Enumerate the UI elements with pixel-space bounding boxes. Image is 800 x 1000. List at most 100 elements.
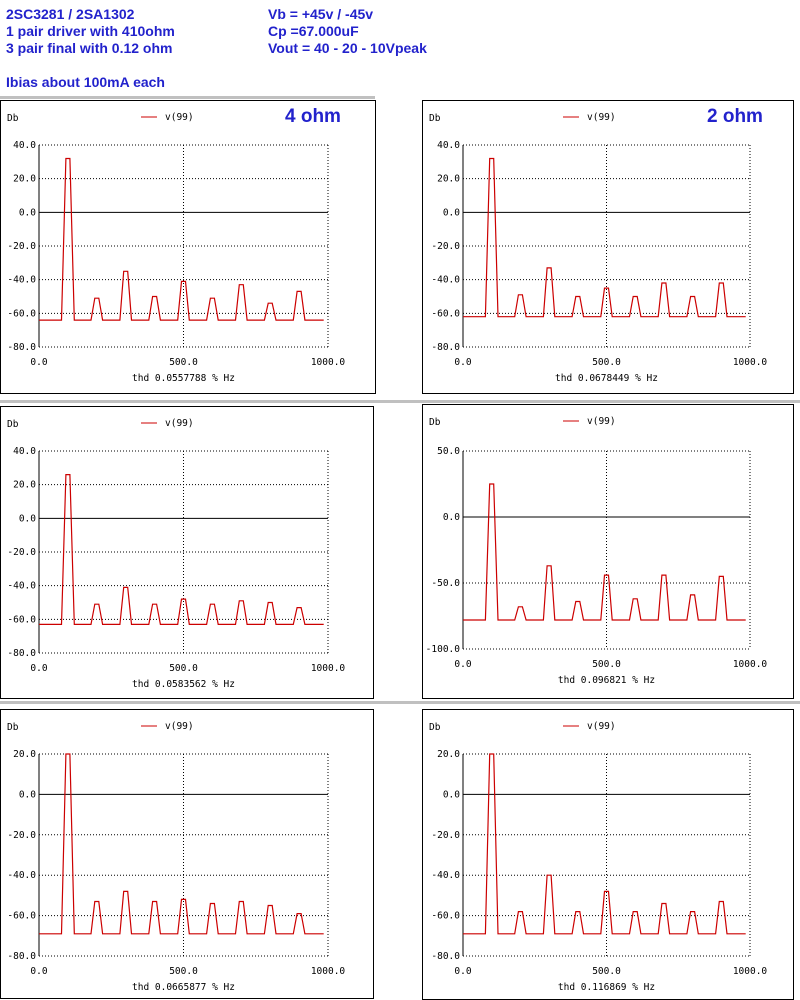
y-tick-label: -60.0 bbox=[7, 614, 36, 625]
y-tick-label: -20.0 bbox=[7, 547, 36, 558]
x-axis-label: thd 0.0678449 % Hz bbox=[555, 373, 658, 384]
x-axis-label: thd 0.116869 % Hz bbox=[558, 982, 655, 993]
chart-svg: Db v(99) 40.0 20.0 0.0 -20.0 -40.0 -60.0 -80.0 0.… bbox=[429, 112, 768, 384]
spectrum-trace bbox=[463, 157, 746, 318]
y-tick-label: 40.0 bbox=[13, 140, 36, 151]
y-tick-label: -40.0 bbox=[7, 870, 36, 881]
chart-panel-4ohm-20v: Db v(99) 40.0 20.0 0.0 -20.0 -40.0 -60.0 -80.0 0.… bbox=[0, 406, 374, 699]
x-tick-label: 1000.0 bbox=[733, 357, 768, 368]
x-tick-label: 1000.0 bbox=[733, 659, 768, 670]
chart-svg: Db v(99) 20.0 0.0 -20.0 -40.0 -60.0 -80.0 0.0 500… bbox=[7, 721, 346, 993]
y-tick-label: 20.0 bbox=[13, 480, 36, 491]
x-tick-label: 500.0 bbox=[592, 966, 621, 977]
y-axis-label: Db bbox=[429, 417, 441, 428]
y-tick-label: -40.0 bbox=[7, 275, 36, 286]
spectrum-trace bbox=[39, 753, 324, 935]
y-tick-label: -60.0 bbox=[7, 308, 36, 319]
divider bbox=[0, 96, 375, 99]
y-axis-label: Db bbox=[429, 113, 441, 124]
spectrum-trace bbox=[463, 483, 746, 621]
legend-label: v(99) bbox=[165, 418, 194, 429]
y-tick-label: -20.0 bbox=[431, 830, 460, 841]
x-tick-label: 500.0 bbox=[592, 659, 621, 670]
y-tick-label: 0.0 bbox=[19, 789, 36, 800]
x-tick-label: 500.0 bbox=[592, 357, 621, 368]
y-tick-label: 0.0 bbox=[19, 207, 36, 218]
y-tick-label: 40.0 bbox=[437, 140, 460, 151]
y-tick-label: -80.0 bbox=[431, 342, 460, 353]
chart-panel-4ohm-10v: Db v(99) 20.0 0.0 -20.0 -40.0 -60.0 -80.0 0.0 500… bbox=[0, 709, 374, 999]
y-tick-label: -40.0 bbox=[431, 870, 460, 881]
spectrum-trace bbox=[39, 473, 324, 625]
y-tick-label: -20.0 bbox=[7, 241, 36, 252]
header-line: Vout = 40 - 20 - 10Vpeak bbox=[268, 40, 427, 56]
header-line: Vb = +45v / -45v bbox=[268, 6, 374, 22]
spectrum-trace bbox=[39, 157, 324, 321]
chart-title: 4 ohm bbox=[285, 106, 341, 127]
legend-label: v(99) bbox=[587, 721, 616, 732]
y-tick-label: 20.0 bbox=[437, 174, 460, 185]
x-tick-label: 0.0 bbox=[30, 357, 47, 368]
chart-title: 2 ohm bbox=[707, 106, 763, 127]
x-tick-label: 1000.0 bbox=[311, 966, 346, 977]
y-tick-label: -60.0 bbox=[431, 911, 460, 922]
x-tick-label: 0.0 bbox=[454, 966, 471, 977]
y-tick-label: 0.0 bbox=[443, 512, 460, 523]
y-tick-label: -50.0 bbox=[431, 578, 460, 589]
y-tick-label: -20.0 bbox=[7, 830, 36, 841]
y-tick-label: 20.0 bbox=[437, 749, 460, 760]
y-axis-label: Db bbox=[7, 113, 19, 124]
x-tick-label: 1000.0 bbox=[311, 663, 346, 674]
y-tick-label: -80.0 bbox=[431, 951, 460, 962]
chart-svg: Db v(99) 40.0 20.0 0.0 -20.0 -40.0 -60.0 -80.0 0.… bbox=[7, 112, 346, 384]
x-tick-label: 0.0 bbox=[454, 659, 471, 670]
y-tick-label: 0.0 bbox=[443, 207, 460, 218]
y-tick-label: -40.0 bbox=[431, 275, 460, 286]
x-tick-label: 500.0 bbox=[169, 357, 198, 368]
y-axis-label: Db bbox=[7, 722, 19, 733]
x-axis-label: thd 0.0665877 % Hz bbox=[132, 982, 235, 993]
chart-panel-2ohm-10v: Db v(99) 20.0 0.0 -20.0 -40.0 -60.0 -80.0 0.0 500… bbox=[422, 709, 794, 1000]
legend-label: v(99) bbox=[165, 721, 194, 732]
y-tick-label: -80.0 bbox=[7, 951, 36, 962]
legend-label: v(99) bbox=[165, 112, 194, 123]
y-tick-label: -40.0 bbox=[7, 581, 36, 592]
x-tick-label: 0.0 bbox=[30, 663, 47, 674]
legend-label: v(99) bbox=[587, 112, 616, 123]
x-axis-label: thd 0.0583562 % Hz bbox=[132, 679, 235, 690]
y-axis-label: Db bbox=[429, 722, 441, 733]
header-line: Cp =67.000uF bbox=[268, 23, 359, 39]
y-tick-label: 20.0 bbox=[13, 749, 36, 760]
y-tick-label: -80.0 bbox=[7, 342, 36, 353]
y-tick-label: -80.0 bbox=[7, 648, 36, 659]
y-tick-label: 40.0 bbox=[13, 446, 36, 457]
y-tick-label: 0.0 bbox=[443, 789, 460, 800]
header-line: 3 pair final with 0.12 ohm bbox=[6, 40, 173, 56]
spectrum-trace bbox=[463, 753, 746, 935]
y-tick-label: 20.0 bbox=[13, 174, 36, 185]
x-tick-label: 0.0 bbox=[454, 357, 471, 368]
header-line: 2SC3281 / 2SA1302 bbox=[6, 6, 135, 22]
chart-svg: Db v(99) 40.0 20.0 0.0 -20.0 -40.0 -60.0 -80.0 0.… bbox=[7, 418, 346, 690]
divider bbox=[0, 701, 800, 704]
y-tick-label: -60.0 bbox=[7, 911, 36, 922]
x-axis-label: thd 0.0557788 % Hz bbox=[132, 373, 235, 384]
x-tick-label: 500.0 bbox=[169, 663, 198, 674]
header-line: 1 pair driver with 410ohm bbox=[6, 23, 175, 39]
y-axis-label: Db bbox=[7, 419, 19, 430]
divider bbox=[0, 400, 800, 403]
chart-panel-4ohm-40v: Db v(99) 40.0 20.0 0.0 -20.0 -40.0 -60.0 -80.0 0.… bbox=[0, 100, 376, 394]
x-axis-label: thd 0.096821 % Hz bbox=[558, 675, 655, 686]
x-tick-label: 500.0 bbox=[169, 966, 198, 977]
y-tick-label: -60.0 bbox=[431, 308, 460, 319]
chart-panel-2ohm-40v: Db v(99) 40.0 20.0 0.0 -20.0 -40.0 -60.0 -80.0 0.… bbox=[422, 100, 794, 394]
header-note: Ibias about 100mA each bbox=[6, 74, 165, 90]
y-tick-label: -20.0 bbox=[431, 241, 460, 252]
legend-label: v(99) bbox=[587, 416, 616, 427]
chart-panel-2ohm-20v: Db v(99) 50.0 0.0 -50.0 -100.0 0.0 500.0 1000.0 t… bbox=[422, 404, 794, 699]
y-tick-label: 0.0 bbox=[19, 513, 36, 524]
chart-svg: Db v(99) 50.0 0.0 -50.0 -100.0 0.0 500.0 1000.0 t… bbox=[426, 416, 768, 686]
x-tick-label: 1000.0 bbox=[311, 357, 346, 368]
chart-svg: Db v(99) 20.0 0.0 -20.0 -40.0 -60.0 -80.0 0.0 500… bbox=[429, 721, 767, 993]
x-tick-label: 0.0 bbox=[30, 966, 47, 977]
